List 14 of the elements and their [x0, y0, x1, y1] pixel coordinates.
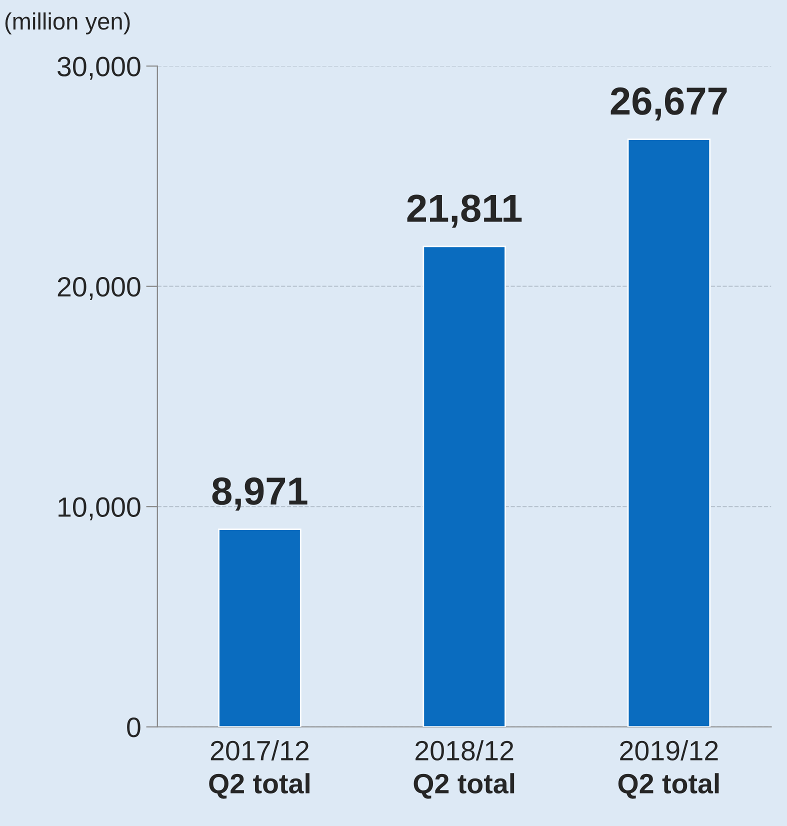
y-axis-title: (million yen) — [5, 12, 130, 34]
y-tick-label: 30,000 — [58, 56, 140, 80]
data-label: 26,677 — [610, 87, 727, 121]
bar — [627, 138, 711, 727]
y-tick-label: 0 — [127, 718, 140, 738]
y-tick-label: 10,000 — [58, 497, 140, 520]
y-tick-label: 20,000 — [58, 277, 140, 300]
data-label: 21,811 — [407, 194, 522, 228]
data-label: 8,971 — [212, 477, 308, 511]
x-tick-label: 2017/12 Q2 total — [209, 740, 310, 799]
bar — [218, 528, 302, 727]
bar — [422, 246, 506, 727]
x-tick-label: 2019/12 Q2 total — [618, 740, 719, 799]
x-tick-label: 2018/12 Q2 total — [414, 740, 514, 799]
